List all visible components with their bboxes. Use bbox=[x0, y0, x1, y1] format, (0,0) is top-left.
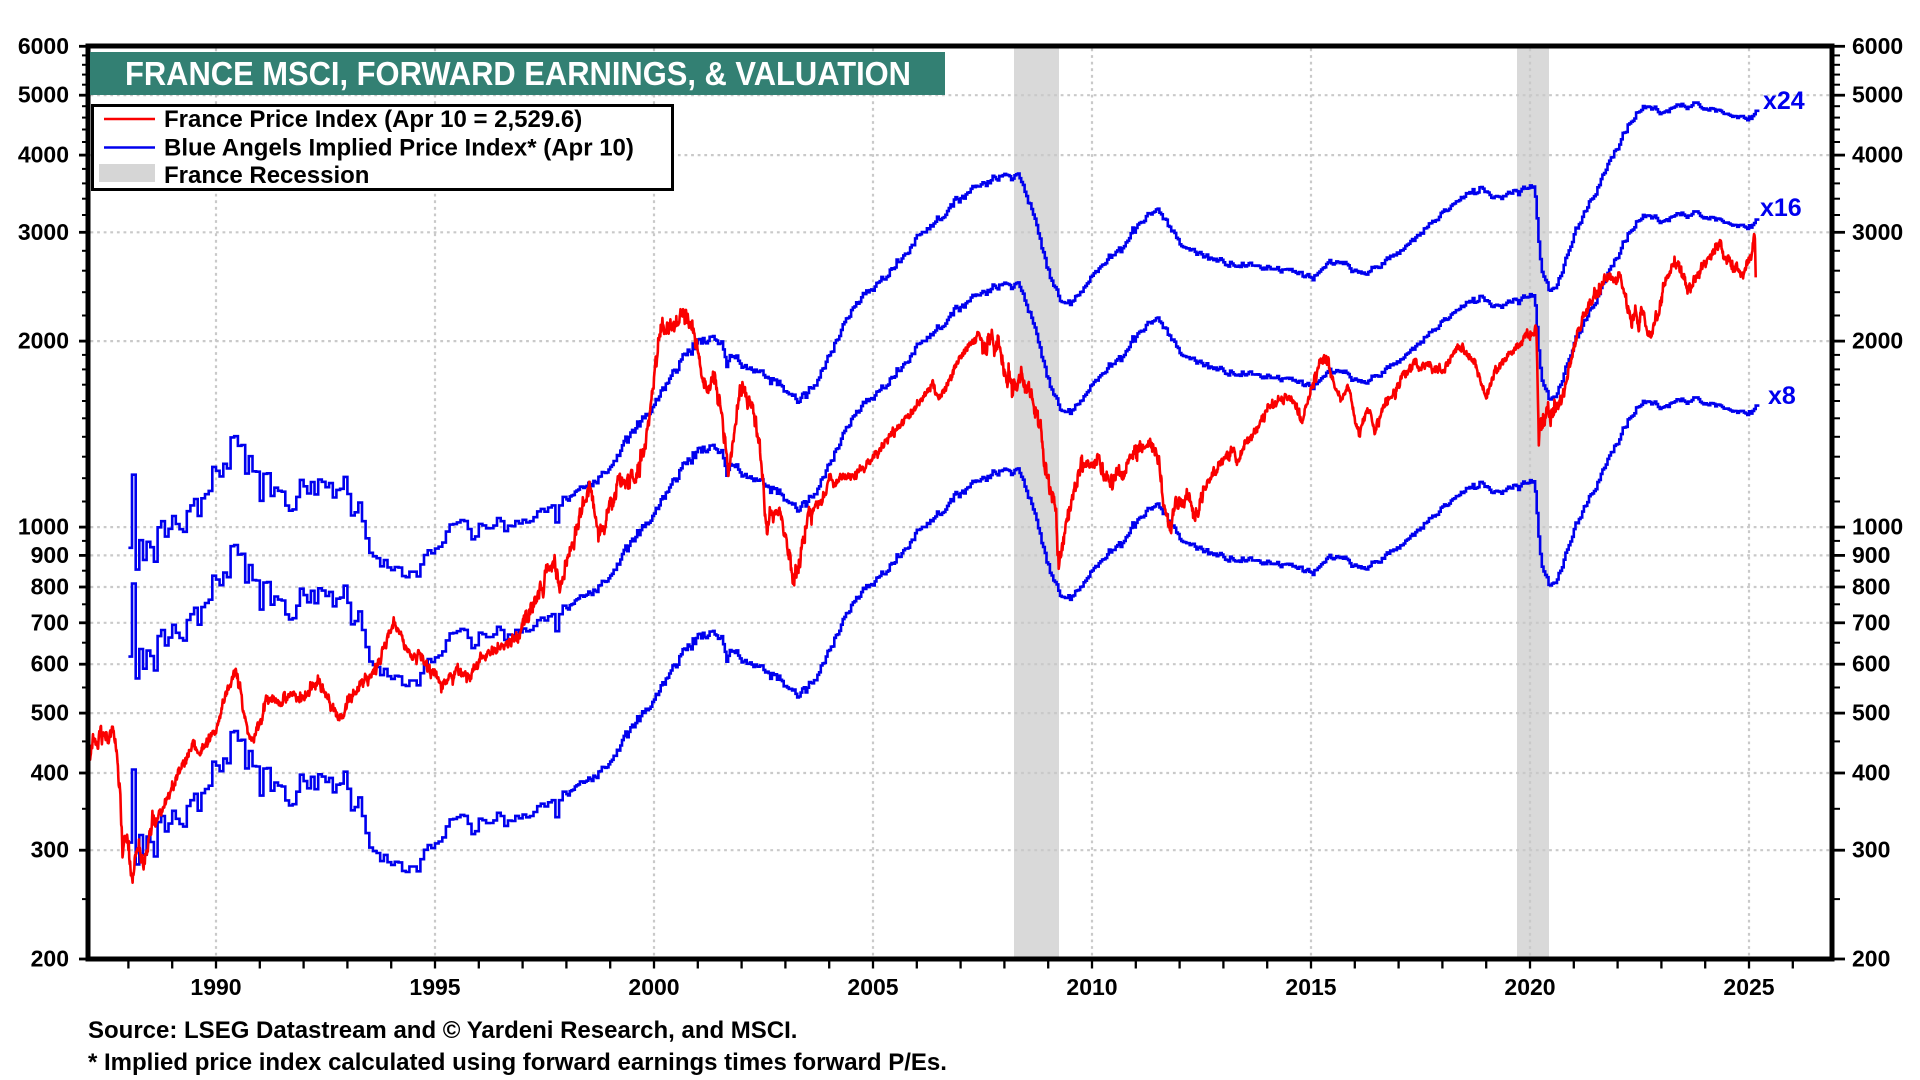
svg-text:200: 200 bbox=[1852, 946, 1890, 972]
svg-text:1990: 1990 bbox=[190, 974, 241, 1000]
svg-text:2015: 2015 bbox=[1285, 974, 1336, 1000]
svg-text:1000: 1000 bbox=[18, 514, 69, 540]
svg-text:France Recession: France Recession bbox=[164, 162, 369, 189]
svg-text:600: 600 bbox=[1852, 651, 1890, 677]
svg-text:4000: 4000 bbox=[1852, 142, 1903, 168]
svg-text:6000: 6000 bbox=[1852, 33, 1903, 59]
svg-text:x24: x24 bbox=[1763, 87, 1805, 115]
svg-text:5000: 5000 bbox=[1852, 82, 1903, 108]
svg-text:600: 600 bbox=[31, 651, 69, 677]
svg-text:* Implied price index calculat: * Implied price index calculated using f… bbox=[88, 1049, 947, 1076]
svg-text:x16: x16 bbox=[1760, 194, 1802, 222]
svg-text:x8: x8 bbox=[1768, 382, 1796, 410]
svg-text:2025: 2025 bbox=[1723, 974, 1774, 1000]
svg-text:2020: 2020 bbox=[1504, 974, 1555, 1000]
svg-text:700: 700 bbox=[1852, 609, 1890, 635]
svg-text:1000: 1000 bbox=[1852, 514, 1903, 540]
svg-text:800: 800 bbox=[1852, 574, 1890, 600]
svg-text:400: 400 bbox=[1852, 760, 1890, 786]
svg-text:400: 400 bbox=[31, 760, 69, 786]
svg-text:6000: 6000 bbox=[18, 33, 69, 59]
svg-text:2000: 2000 bbox=[1852, 328, 1903, 354]
svg-text:2000: 2000 bbox=[628, 974, 679, 1000]
svg-text:900: 900 bbox=[31, 542, 69, 568]
svg-text:200: 200 bbox=[31, 946, 69, 972]
svg-text:FRANCE MSCI, FORWARD EARNINGS,: FRANCE MSCI, FORWARD EARNINGS, & VALUATI… bbox=[125, 55, 911, 92]
svg-text:Source: LSEG Datastream and ©: Source: LSEG Datastream and © Yardeni Re… bbox=[88, 1017, 797, 1044]
svg-text:1995: 1995 bbox=[409, 974, 460, 1000]
svg-text:900: 900 bbox=[1852, 542, 1890, 568]
svg-text:500: 500 bbox=[31, 700, 69, 726]
svg-text:Blue Angels Implied Price Inde: Blue Angels Implied Price Index* (Apr 10… bbox=[164, 135, 634, 162]
svg-text:3000: 3000 bbox=[1852, 219, 1903, 245]
svg-text:3000: 3000 bbox=[18, 219, 69, 245]
svg-text:700: 700 bbox=[31, 609, 69, 635]
svg-text:300: 300 bbox=[1852, 837, 1890, 863]
svg-text:2010: 2010 bbox=[1066, 974, 1117, 1000]
svg-text:500: 500 bbox=[1852, 700, 1890, 726]
svg-text:300: 300 bbox=[31, 837, 69, 863]
svg-text:5000: 5000 bbox=[18, 82, 69, 108]
svg-text:800: 800 bbox=[31, 574, 69, 600]
svg-text:2005: 2005 bbox=[847, 974, 898, 1000]
svg-text:France Price Index (Apr 10 = 2: France Price Index (Apr 10 = 2,529.6) bbox=[164, 106, 582, 133]
svg-text:4000: 4000 bbox=[18, 142, 69, 168]
svg-text:2000: 2000 bbox=[18, 328, 69, 354]
